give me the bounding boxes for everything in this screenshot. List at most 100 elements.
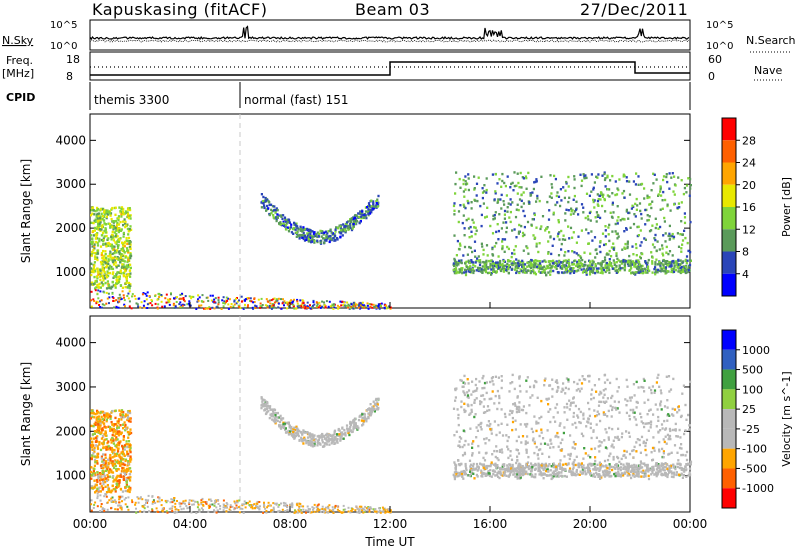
velocity-echo-cell [664,462,667,465]
power-echo-cell [501,179,504,183]
velocity-echo-cell [114,423,117,426]
power-clutter-cell [354,303,357,306]
power-echo-cell [604,210,607,213]
power-echo-cell [97,208,100,211]
velocity-echo-cell [91,443,94,447]
velocity-echo-cell [526,422,529,426]
velocity-echo-cell [466,378,469,381]
power-echo-cell [660,267,663,271]
power-echo-cell [97,220,100,223]
power-echo-cell [471,218,474,222]
power-clutter-cell [364,305,367,308]
power-clutter-cell [146,307,149,309]
power-echo-cell [593,236,597,239]
velocity-echo-cell [362,419,365,423]
velocity-echo-cell [104,453,107,456]
velocity-echo-cell [508,390,511,393]
power-echo-cell [689,187,692,190]
velocity-echo-cell [540,399,543,403]
velocity-echo-cell [122,477,125,481]
velocity-echo-cell [114,453,117,456]
velocity-echo-cell [127,469,130,472]
power-clutter-cell [354,305,357,308]
power-clutter-cell [179,301,182,304]
velocity-echo-cell [630,464,634,467]
power-echo-cell [585,267,589,270]
velocity-echo-cell [651,458,655,461]
power-echo-cell [505,221,508,224]
power-echo-cell [462,182,465,186]
velocity-echo-cell [516,473,519,476]
velocity-echo-cell [565,463,569,467]
power-echo-cell [314,234,317,238]
power-echo-cell [327,230,330,233]
power-echo-cell [616,205,619,208]
power-clutter-cell [118,297,121,300]
velocity-echo-cell [91,433,95,436]
power-echo-cell [646,263,649,267]
power-echo-cell [470,201,473,204]
power-clutter-cell [139,306,142,309]
velocity-echo-cell [126,450,129,453]
velocity-echo-cell [598,400,601,403]
power-echo-cell [125,267,128,270]
velocity-echo-cell [662,473,665,476]
velocity-echo-cell [567,380,570,383]
power-echo-cell [127,236,131,240]
velocity-echo-cell [375,397,378,401]
velocity-echo-cell [94,491,97,494]
velocity-echo-cell [473,398,476,402]
power-clutter-cell [232,305,235,308]
power-echo-cell [452,262,455,265]
power-echo-cell [98,240,101,243]
velocity-echo-cell [129,411,132,415]
power-echo-cell [116,221,119,225]
power-clutter-cell [103,304,106,307]
power-echo-cell [625,227,628,230]
power-echo-cell [275,207,278,210]
velocity-echo-cell [93,464,96,467]
power-clutter-cell [283,300,286,303]
power-echo-cell [646,219,649,222]
power-clutter-cell [223,300,226,303]
power-echo-cell [563,271,566,274]
velocity-echo-cell [126,418,129,422]
power-echo-cell [107,262,110,265]
velocity-echo-cell [606,458,610,462]
velocity-echo-cell [274,420,277,424]
velocity-echo-cell [93,479,96,482]
velocity-echo-cell [462,429,465,432]
power-clutter-cell [227,297,229,300]
power-echo-cell [549,236,552,239]
power-echo-cell [115,264,118,267]
power-clutter-cell [200,304,203,307]
velocity-echo-cell [120,456,123,459]
power-echo-cell [372,200,375,203]
power-echo-cell [623,196,626,199]
power-echo-cell [102,276,105,279]
velocity-echo-cell [106,412,109,415]
velocity-echo-cell [111,448,114,451]
power-echo-cell [545,273,548,277]
velocity-echo-cell [105,460,108,463]
power-echo-cell [573,259,576,263]
power-echo-cell [104,228,107,231]
power-echo-cell [99,245,103,248]
velocity-echo-cell [118,441,121,445]
power-echo-cell [299,225,302,228]
power-echo-cell [571,261,574,264]
power-echo-cell [323,231,326,234]
power-echo-cell [270,212,273,215]
velocity-echo-cell [349,423,352,427]
power-clutter-cell [165,301,168,304]
power-echo-cell [95,279,98,283]
power-echo-cell [685,268,688,271]
power-echo-cell [629,268,632,272]
velocity-echo-cell [97,421,100,425]
power-echo-cell [346,225,349,228]
power-echo-cell [454,192,457,195]
power-echo-cell [479,261,482,264]
velocity-echo-cell [272,419,275,422]
power-echo-cell [669,209,672,212]
power-echo-cell [504,184,507,188]
